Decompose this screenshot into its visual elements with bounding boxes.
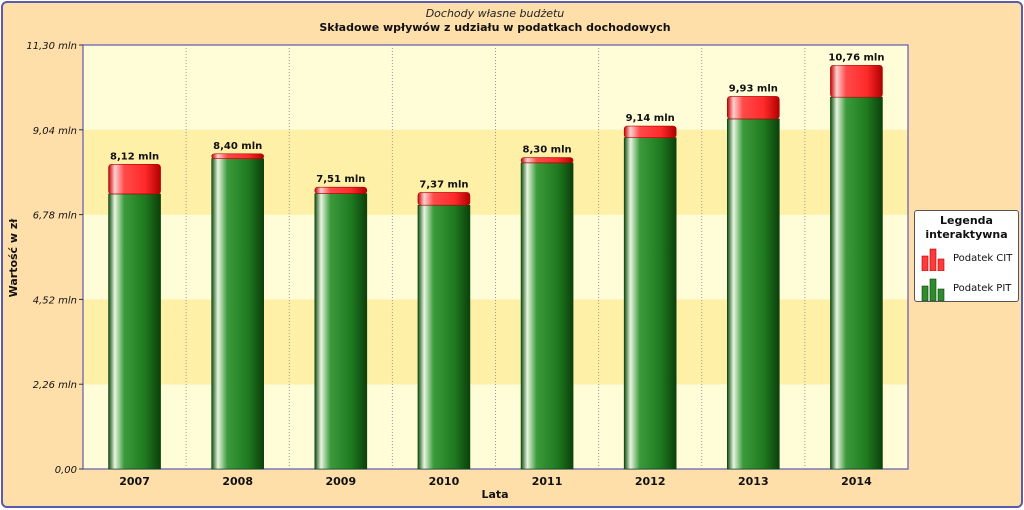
bar-cit[interactable] — [108, 164, 161, 195]
bar-total-label: 7,51 mln — [316, 174, 365, 185]
bar-cit[interactable] — [211, 153, 264, 159]
chart-title: Składowe wpływów z udziału w podatkach d… — [319, 21, 670, 34]
bar-pit[interactable] — [830, 96, 883, 470]
y-tick-label: 9,04 mln — [33, 126, 77, 137]
x-tick-label: 2013 — [738, 475, 769, 488]
plot-band — [83, 214, 908, 300]
bar-cit[interactable] — [727, 96, 780, 120]
x-axis: 2007 2008 2009 2010 2011 2012 2013 2014 — [119, 475, 872, 488]
bar-total-label: 9,93 mln — [729, 83, 778, 94]
legend-item-cit[interactable]: Podatek CIT — [921, 247, 1017, 273]
bar-pit[interactable] — [520, 162, 574, 470]
legend-label-pit: Podatek PIT — [953, 283, 1012, 294]
bar-total-label: 7,37 mln — [419, 179, 468, 190]
legend-item-pit[interactable]: Podatek PIT — [921, 277, 1017, 303]
bar-cit[interactable] — [314, 186, 368, 194]
x-tick-label: 2014 — [841, 475, 872, 488]
y-tick-label: 11,30 mln — [26, 41, 77, 52]
bar-cit[interactable] — [830, 64, 883, 98]
bar-total-label: 9,14 mln — [626, 113, 675, 124]
x-tick-label: 2007 — [119, 475, 150, 488]
chart-subtitle: Dochody własne budżetu — [426, 7, 565, 20]
bar-total-label: 8,30 mln — [523, 145, 572, 156]
bar-total-label: 10,76 mln — [828, 52, 884, 63]
chart-svg: Dochody własne budżetu Składowe wpływów … — [7, 7, 909, 501]
x-tick-label: 2008 — [222, 475, 253, 488]
bar-cit[interactable] — [520, 157, 574, 164]
bar-total-label: 8,12 mln — [110, 151, 159, 162]
legend: Legenda interaktywna Podatek CIT Podatek… — [914, 210, 1019, 302]
bar-pit[interactable] — [417, 204, 471, 470]
y-axis: 0,00 2,26 mln 4,52 mln 6,78 mln 9,04 mln 11,3… — [26, 41, 83, 476]
bar-pit[interactable] — [623, 137, 677, 470]
x-tick-label: 2011 — [532, 475, 563, 488]
x-tick-label: 2012 — [635, 475, 666, 488]
bar-pit[interactable] — [727, 118, 780, 470]
bar-pit[interactable] — [211, 158, 264, 470]
y-tick-label: 2,26 mln — [33, 380, 77, 391]
bar-chart-icon — [921, 278, 945, 301]
bars: 8,12 mln 8,40 mln 7,51 mln 7,37 mln 8,30 mln… — [108, 52, 884, 470]
x-tick-label: 2009 — [326, 475, 357, 488]
y-axis-label: Wartość w zł — [7, 218, 20, 298]
bar-chart-icon — [921, 248, 945, 271]
legend-label-cit: Podatek CIT — [953, 253, 1013, 264]
y-tick-label: 0,00 — [55, 465, 77, 476]
bar-pit[interactable] — [314, 193, 368, 470]
bar-cit[interactable] — [623, 125, 677, 138]
x-tick-label: 2010 — [429, 475, 460, 488]
y-tick-label: 6,78 mln — [33, 211, 77, 222]
legend-title: Legenda interaktywna — [925, 214, 1008, 241]
bar-pit[interactable] — [108, 193, 161, 470]
y-tick-label: 4,52 mln — [33, 295, 77, 306]
bar-total-label: 8,40 mln — [213, 141, 262, 152]
bar-cit[interactable] — [417, 192, 471, 206]
x-axis-label: Lata — [481, 488, 508, 501]
